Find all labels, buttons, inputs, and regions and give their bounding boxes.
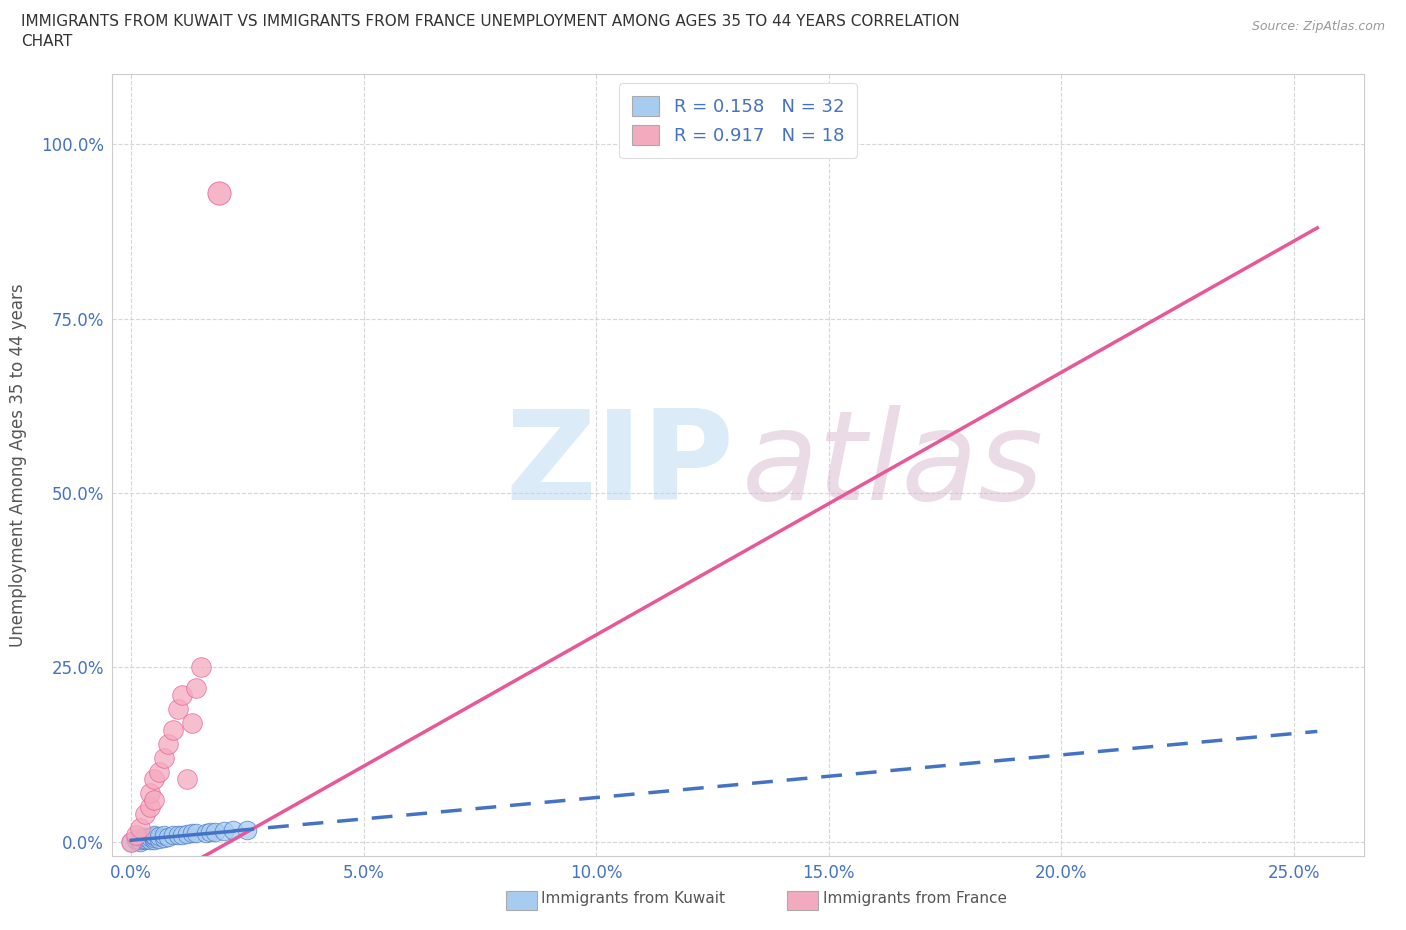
Point [134, 833, 156, 848]
Legend: R = 0.158   N = 32, R = 0.917   N = 18: R = 0.158 N = 32, R = 0.917 N = 18 [620, 84, 856, 157]
Point [176, 827, 198, 842]
Point [180, 716, 202, 731]
Point [152, 751, 174, 765]
Text: Immigrants from Kuwait: Immigrants from Kuwait [541, 891, 725, 906]
Point [190, 660, 212, 675]
Point [143, 792, 166, 807]
Point [138, 800, 160, 815]
Point [143, 828, 166, 843]
Point [138, 830, 160, 845]
Text: atlas: atlas [742, 405, 1045, 525]
Point [148, 764, 170, 779]
Point [129, 820, 152, 835]
Text: IMMIGRANTS FROM KUWAIT VS IMMIGRANTS FROM FRANCE UNEMPLOYMENT AMONG AGES 35 TO 4: IMMIGRANTS FROM KUWAIT VS IMMIGRANTS FRO… [21, 14, 960, 29]
Point [134, 831, 156, 846]
Point [143, 772, 166, 787]
Text: Source: ZipAtlas.com: Source: ZipAtlas.com [1251, 20, 1385, 33]
Point [120, 834, 142, 849]
Point [172, 688, 194, 703]
Text: ZIP: ZIP [506, 405, 734, 525]
Point [125, 831, 148, 846]
Point [157, 737, 180, 751]
Point [180, 826, 202, 841]
Point [125, 833, 148, 848]
Point [166, 702, 188, 717]
Point [186, 681, 208, 696]
Point [204, 825, 226, 840]
Point [162, 723, 184, 737]
Point [129, 832, 152, 847]
Text: CHART: CHART [21, 34, 73, 49]
Point [172, 828, 194, 843]
Point [236, 822, 259, 837]
Point [212, 824, 235, 839]
Point [194, 825, 217, 840]
Point [152, 828, 174, 843]
Point [129, 834, 152, 849]
Point [208, 185, 231, 200]
Text: Immigrants from France: Immigrants from France [823, 891, 1007, 906]
Point [176, 772, 198, 787]
Point [138, 785, 160, 800]
Point [143, 833, 166, 848]
Point [157, 830, 180, 844]
Point [148, 831, 170, 846]
Point [125, 828, 148, 843]
Point [143, 830, 166, 845]
Point [148, 829, 170, 844]
Point [222, 823, 245, 838]
Point [134, 830, 156, 844]
Point [120, 834, 142, 849]
Point [198, 825, 221, 840]
Point [129, 830, 152, 845]
Point [152, 830, 174, 845]
Y-axis label: Unemployment Among Ages 35 to 44 years: Unemployment Among Ages 35 to 44 years [10, 284, 27, 646]
Point [143, 829, 166, 844]
Point [162, 828, 184, 843]
Point [138, 832, 160, 847]
Point [166, 828, 188, 843]
Point [186, 825, 208, 840]
Point [134, 806, 156, 821]
